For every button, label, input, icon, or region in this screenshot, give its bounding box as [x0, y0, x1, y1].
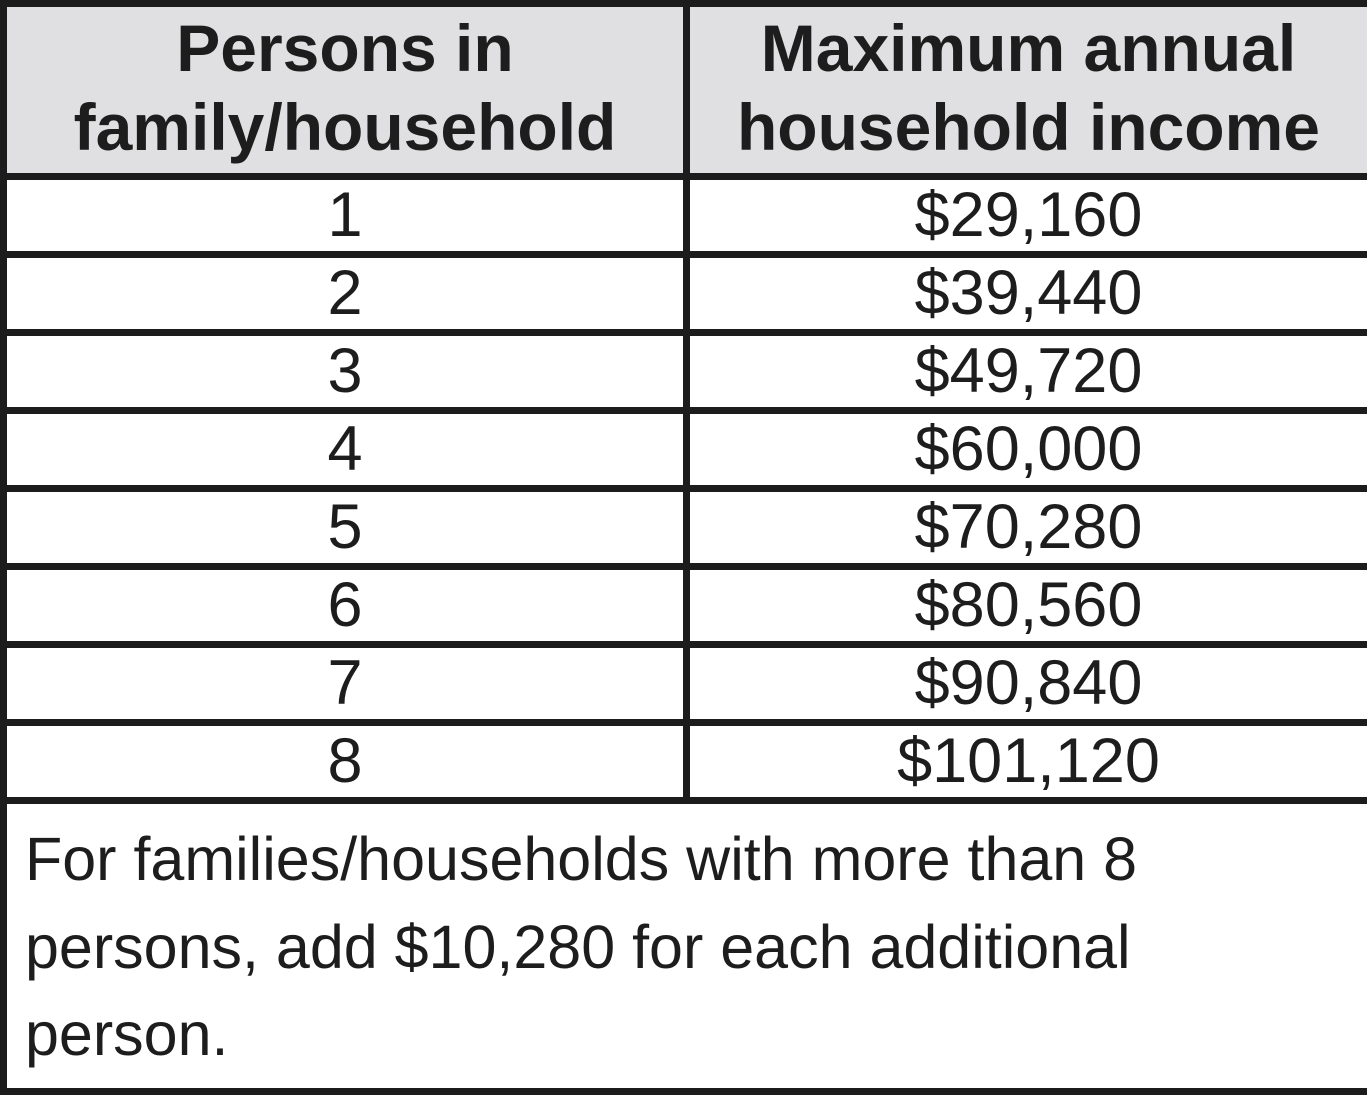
column-header-persons: Persons in family/household [4, 4, 687, 177]
table-row: 2 $39,440 [4, 255, 1367, 333]
income-cell: $29,160 [687, 177, 1367, 255]
table-header-row: Persons in family/household Maximum annu… [4, 4, 1367, 177]
income-cell: $90,840 [687, 645, 1367, 723]
column-header-income: Maximum annual household income [687, 4, 1367, 177]
income-cell: $39,440 [687, 255, 1367, 333]
persons-cell: 2 [4, 255, 687, 333]
persons-cell: 1 [4, 177, 687, 255]
table-row: 4 $60,000 [4, 411, 1367, 489]
income-cell: $49,720 [687, 333, 1367, 411]
footnote-text: For families/households with more than 8… [4, 801, 1367, 1092]
table-row: 3 $49,720 [4, 333, 1367, 411]
income-cell: $60,000 [687, 411, 1367, 489]
income-cell: $70,280 [687, 489, 1367, 567]
table-row: 6 $80,560 [4, 567, 1367, 645]
persons-cell: 3 [4, 333, 687, 411]
footnote-row: For families/households with more than 8… [4, 801, 1367, 1092]
persons-cell: 6 [4, 567, 687, 645]
table-row: 8 $101,120 [4, 723, 1367, 801]
income-cell: $80,560 [687, 567, 1367, 645]
persons-cell: 5 [4, 489, 687, 567]
table-row: 5 $70,280 [4, 489, 1367, 567]
table-row: 1 $29,160 [4, 177, 1367, 255]
persons-cell: 7 [4, 645, 687, 723]
table-row: 7 $90,840 [4, 645, 1367, 723]
persons-cell: 8 [4, 723, 687, 801]
income-cell: $101,120 [687, 723, 1367, 801]
persons-cell: 4 [4, 411, 687, 489]
